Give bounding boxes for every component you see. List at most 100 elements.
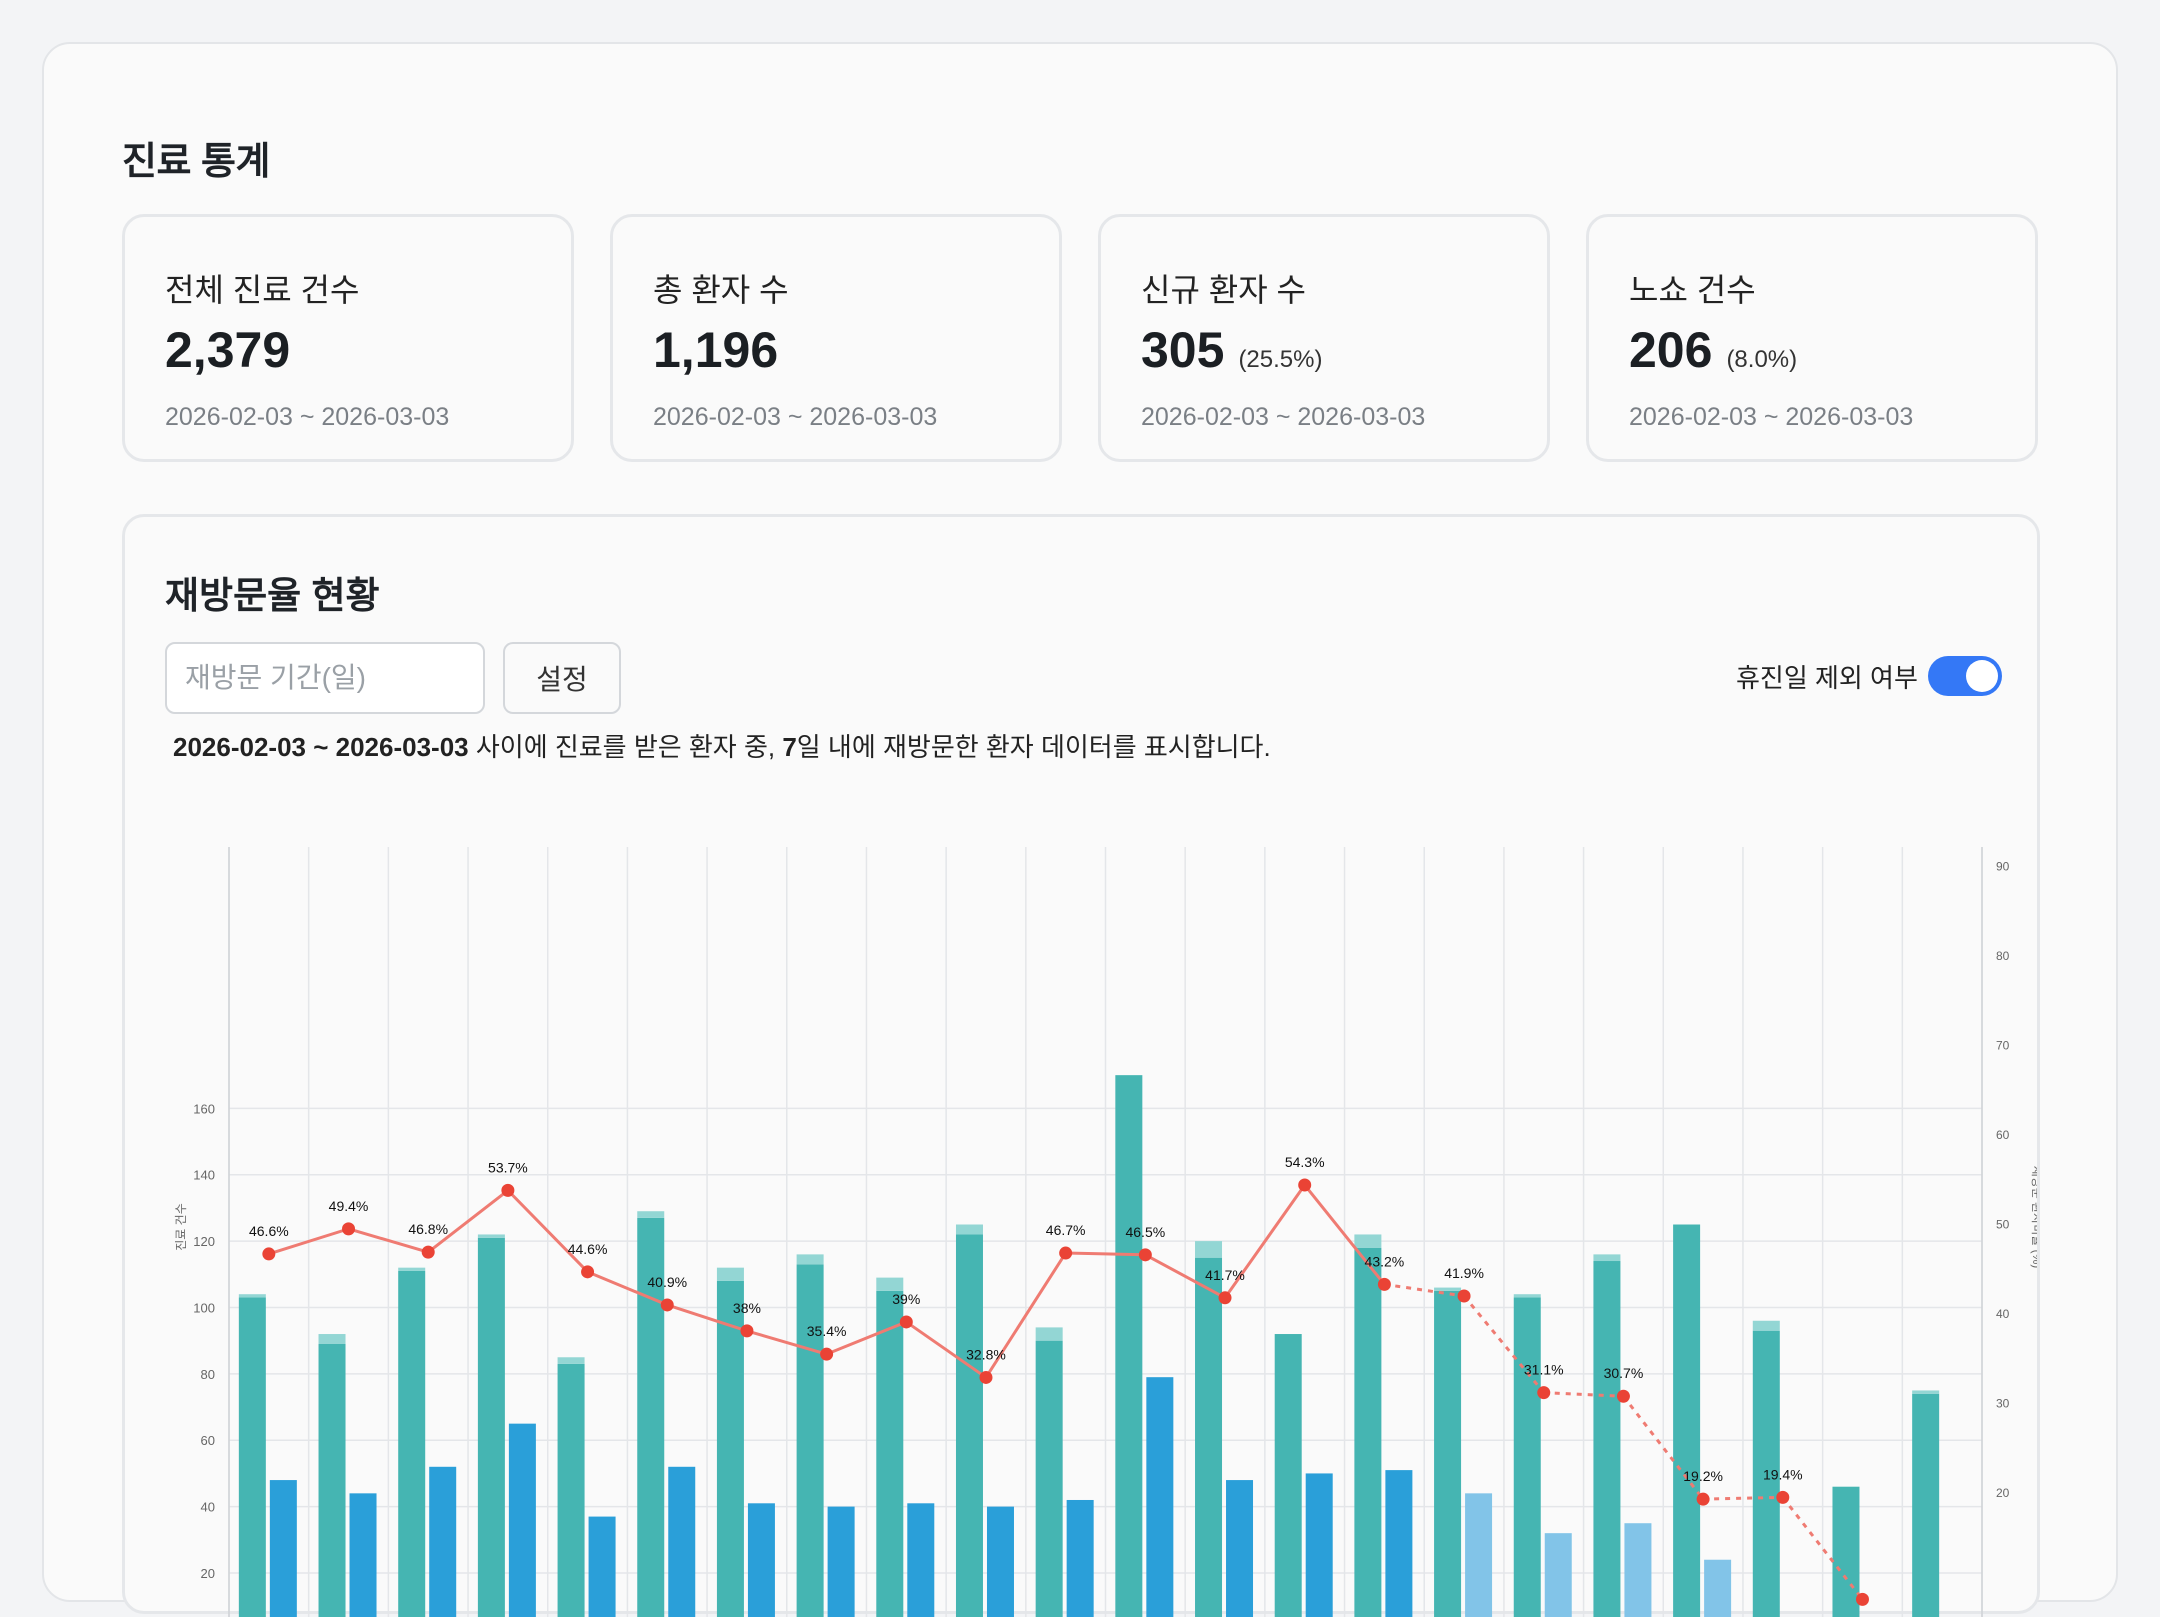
card-total-visits: 전체 진료 건수 2,379 2026-02-03 ~ 2026-03-03 [122,214,574,462]
revisit-rate-label: 40.9% [647,1274,687,1290]
revisit-bar [1146,1377,1174,1617]
revisit-description: 2026-02-03 ~ 2026-03-03 사이에 진료를 받은 환자 중,… [173,732,1271,762]
visit-bar [1354,1247,1382,1617]
revisit-rate-line-segment [506,1189,589,1273]
revisit-rate-point [501,1183,515,1197]
revisit-rate-label: 31.1% [1524,1362,1564,1378]
revisit-bar [1544,1533,1572,1617]
revisit-rate-label: 49.4% [329,1198,369,1214]
visit-bar-extra [1195,1241,1223,1258]
visit-bar-extra [1593,1254,1621,1262]
visit-bar [1115,1075,1143,1617]
visit-bar-extra [1513,1294,1541,1298]
y-left-tick-label: 60 [201,1433,215,1448]
y-right-tick-label: 50 [1996,1218,2010,1232]
revisit-rate-label: 43.2% [1365,1253,1405,1269]
visit-bar-extra [1912,1390,1940,1394]
revisit-rate-label: 19.4% [1763,1466,1803,1482]
revisit-bar [349,1493,377,1617]
visit-bar-extra [1354,1234,1382,1248]
card-range: 2026-02-03 ~ 2026-03-03 [1141,403,1426,431]
visit-bar [1195,1257,1223,1617]
y-left-tick-label: 40 [201,1500,215,1515]
revisit-rate-label: 54.3% [1285,1154,1325,1170]
revisit-bar [429,1466,457,1617]
set-button[interactable]: 설정 [503,642,621,714]
visit-bar [318,1343,346,1617]
y-right-axis-title: 재방문 환자비율 (%) [2030,1166,2037,1269]
visit-bar [1274,1334,1302,1617]
visit-bar [1832,1486,1860,1617]
revisit-bar [1066,1499,1094,1617]
card-value: 1,196 [653,322,779,378]
revisit-rate-point [581,1265,595,1279]
visit-bar [398,1270,426,1617]
card-label: 노쇼 건수 [1629,272,1756,308]
visit-bar [955,1234,983,1617]
revisit-rate-point [1776,1490,1790,1504]
revisit-rate-point [1855,1592,1869,1606]
revisit-rate-line-segment [1543,1391,1624,1398]
revisit-rate-label: 32.8% [966,1346,1006,1362]
revisit-rate-line-segment [984,1252,1067,1379]
revisit-rate-point [740,1324,754,1338]
visit-bar [1513,1297,1541,1617]
visit-bar [1673,1224,1701,1617]
revisit-rate-line-segment [586,1270,668,1307]
revisit-rate-point [1298,1178,1312,1192]
exclude-holidays-toggle[interactable] [1928,656,2002,696]
revisit-rate-point [1616,1389,1630,1403]
revisit-bar [907,1503,935,1617]
card-new-patients: 신규 환자 수 305 (25.5%) 2026-02-03 ~ 2026-03-… [1098,214,1550,462]
revisit-rate-point [421,1245,435,1259]
revisit-rate-label: 41.7% [1205,1267,1245,1283]
revisit-rate-point [1377,1277,1391,1291]
visit-bar-extra [716,1267,744,1281]
visit-bar-extra [477,1234,505,1238]
revisit-rate-point [979,1370,993,1384]
card-range: 2026-02-03 ~ 2026-03-03 [653,403,938,431]
revisit-rate-label: 19.2% [1683,1468,1723,1484]
revisit-bar [668,1466,696,1617]
revisit-rate-line-segment [1144,1253,1226,1300]
revisit-rate-point [660,1298,674,1312]
y-left-tick-label: 140 [193,1168,215,1183]
visit-bar [876,1290,904,1617]
visit-bar [1035,1340,1063,1617]
y-left-tick-label: 80 [201,1367,215,1382]
revisit-rate-point [820,1347,834,1361]
revisit-rate-label: 39% [892,1291,920,1307]
revisit-rate-label: 46.5% [1125,1224,1165,1240]
y-right-tick-label: 30 [1996,1397,2010,1411]
y-right-tick-label: 20 [1996,1486,2010,1500]
statistics-page: 진료 통계 전체 진료 건수 2,379 2026-02-03 ~ 2026-0… [42,42,2118,1617]
revisit-chart: 20 40 60 80 100 120 140 160 20 30 40 50 60 70 80 90 진료 건… [174,847,2037,1617]
revisit-rate-line-segment [1384,1282,1465,1298]
revisit-rate-point [1457,1289,1471,1303]
visit-bar-extra [1035,1327,1063,1341]
visit-bar-extra [1434,1287,1462,1291]
revisit-rate-line-segment [1703,1495,1783,1501]
card-value: 206 (8.0%) [1629,322,1798,378]
card-range: 2026-02-03 ~ 2026-03-03 [165,403,450,431]
revisit-rate-point [342,1222,356,1236]
card-label: 총 환자 수 [653,272,789,308]
revisit-days-input[interactable] [165,642,485,714]
visit-bar [1912,1393,1940,1617]
revisit-rate-line-segment [268,1227,349,1256]
revisit-rate-line-segment [826,1320,907,1356]
revisit-rate-line-segment [1065,1251,1146,1257]
card-percent: (8.0%) [1726,346,1798,373]
visit-bar [716,1280,744,1617]
visit-bar [1593,1261,1621,1617]
revisit-rate-point [1138,1248,1152,1262]
visit-bar-extra [1752,1320,1780,1331]
exclude-holidays-label: 휴진일 제외 여부 [1736,663,1918,693]
visit-bar [796,1264,824,1617]
revisit-bar [1624,1523,1652,1617]
revisit-rate-label: 41.9% [1444,1265,1484,1281]
visit-bar [1434,1290,1462,1617]
card-range: 2026-02-03 ~ 2026-03-03 [1629,403,1914,431]
visit-bar-extra [955,1224,983,1235]
revisit-rate-label: 44.6% [568,1241,608,1257]
